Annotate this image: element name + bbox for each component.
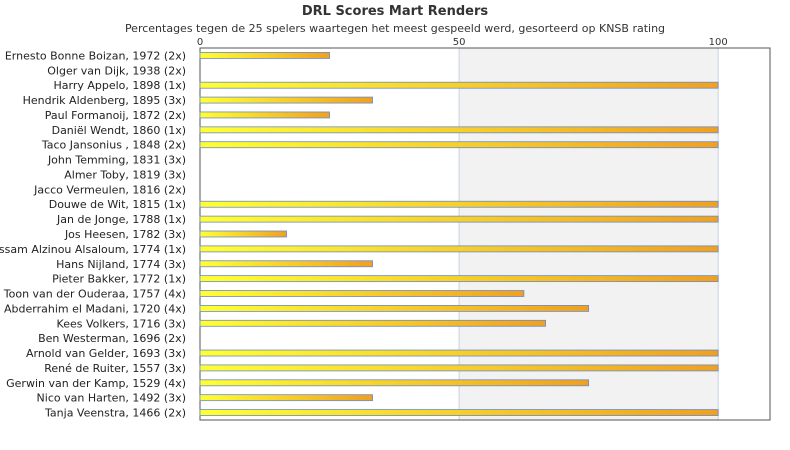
category-label: Tanja Veenstra, 1466 (2x)	[44, 407, 186, 420]
category-label: Almer Toby, 1819 (3x)	[64, 168, 186, 181]
category-label: Daniël Wendt, 1860 (1x)	[52, 124, 186, 137]
category-label: Abderrahim el Madani, 1720 (4x)	[4, 302, 186, 315]
bar	[199, 52, 330, 59]
chart-subtitle: Percentages tegen de 25 spelers waartege…	[124, 22, 666, 35]
category-label: Olger van Dijk, 1938 (2x)	[47, 64, 186, 77]
bar	[199, 215, 719, 223]
bar	[199, 230, 287, 238]
category-label: Jacco Vermeulen, 1816 (2x)	[33, 183, 186, 196]
bar	[199, 260, 373, 268]
bar	[199, 81, 719, 89]
category-label: Kees Volkers, 1716 (3x)	[57, 317, 186, 330]
bar	[199, 409, 719, 416]
category-label: John Temming, 1831 (3x)	[47, 154, 186, 167]
bar	[199, 379, 590, 387]
bar	[199, 96, 373, 104]
bar	[199, 141, 719, 149]
category-label: Taco Jansonius , 1848 (2x)	[41, 139, 186, 152]
bar	[199, 290, 525, 297]
category-label: Pieter Bakker, 1772 (1x)	[52, 273, 186, 286]
bar	[199, 394, 373, 402]
category-label: Douwe de Wit, 1815 (1x)	[49, 198, 186, 211]
category-label: Gerwin van der Kamp, 1529 (4x)	[6, 377, 186, 390]
grid-band	[459, 48, 719, 420]
category-label: Hans Nijland, 1774 (3x)	[56, 258, 186, 271]
x-tick-label: 100	[709, 37, 728, 48]
category-label: Nico van Harten, 1492 (3x)	[37, 392, 186, 405]
category-label: Hussam Alzinou Alsaloum, 1774 (1x)	[0, 243, 186, 256]
bar	[199, 111, 330, 119]
category-label: Jos Heesen, 1782 (3x)	[64, 228, 186, 241]
category-label: Paul Formanoij, 1872 (2x)	[45, 109, 186, 122]
bar	[199, 275, 719, 283]
bar	[199, 349, 719, 357]
x-tick-label: 0	[197, 37, 203, 48]
chart-title: DRL Scores Mart Renders	[301, 4, 489, 19]
category-label: Ben Westerman, 1696 (2x)	[38, 332, 186, 345]
category-label: Hendrik Aldenberg, 1895 (3x)	[23, 94, 186, 107]
bar	[199, 200, 719, 208]
category-label: Ernesto Bonne Boizan, 1972 (2x)	[5, 49, 186, 62]
bar	[199, 319, 547, 327]
bar	[199, 304, 590, 312]
bar	[199, 364, 719, 372]
category-label: Arnold van Gelder, 1693 (3x)	[26, 347, 186, 360]
category-label: Harry Appelo, 1898 (1x)	[54, 79, 187, 92]
x-tick-label: 50	[453, 37, 466, 48]
category-label: Toon van der Ouderaa, 1757 (4x)	[3, 288, 186, 301]
category-label: Jan de Jonge, 1788 (1x)	[56, 213, 186, 226]
category-label: René de Ruiter, 1557 (3x)	[44, 362, 186, 375]
bar	[199, 126, 719, 134]
bar	[199, 245, 719, 253]
